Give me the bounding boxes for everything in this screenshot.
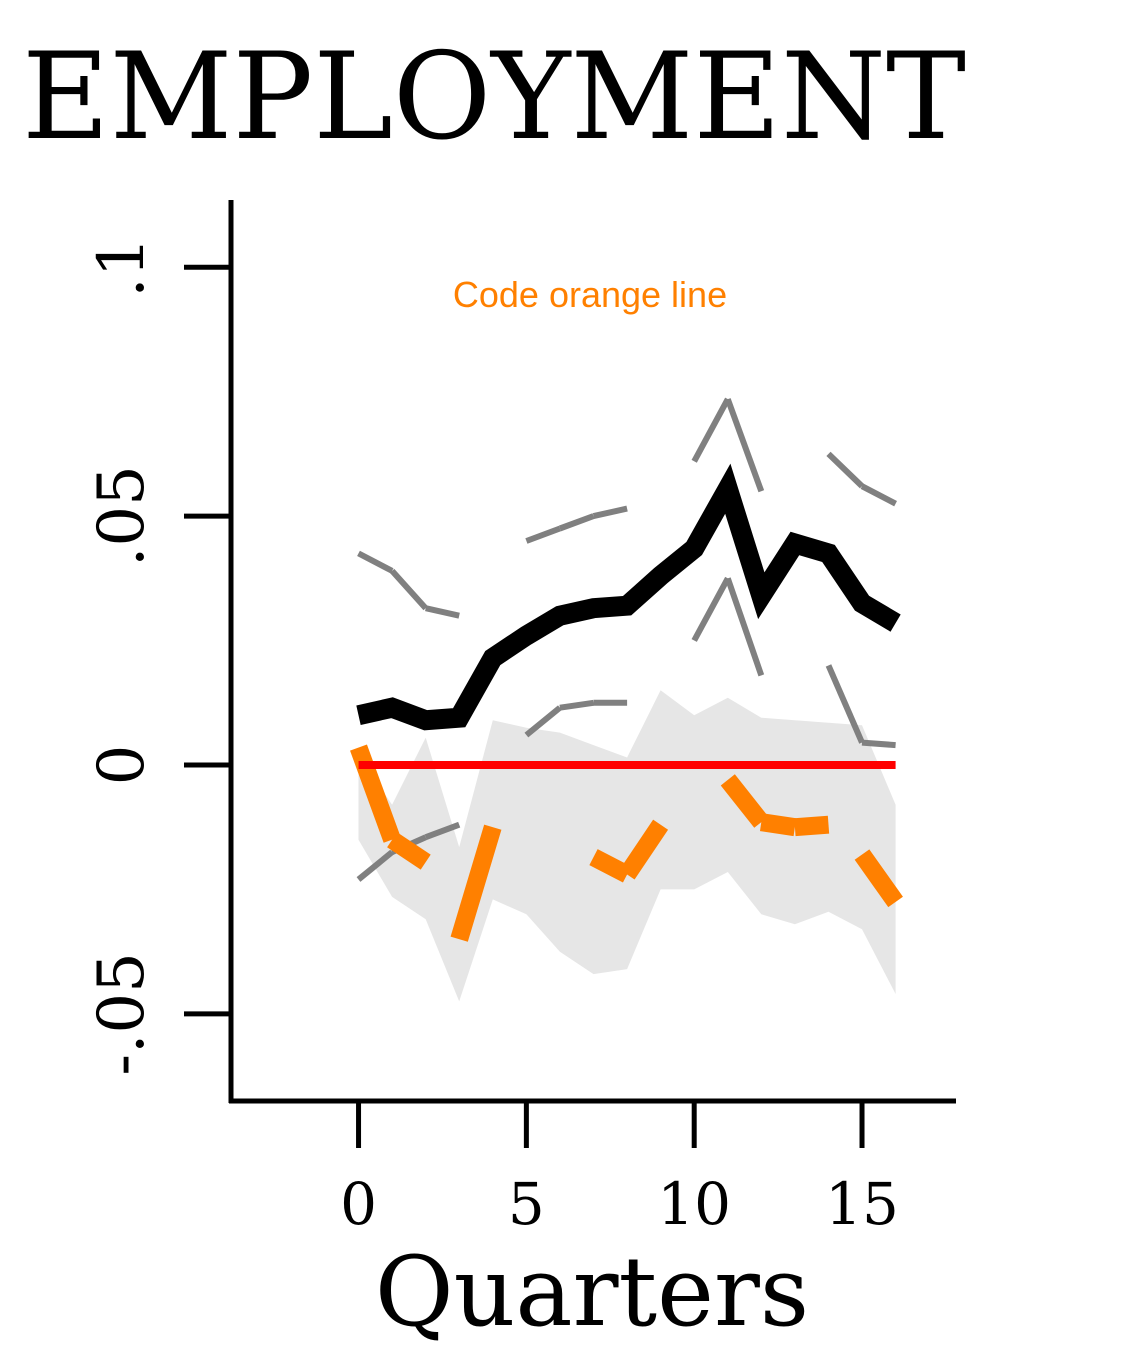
comparison-estimate-segment xyxy=(759,813,797,837)
lower-bound-segment xyxy=(691,576,731,642)
y-axis-ticks: -.05 0 .05 .1 xyxy=(85,237,231,1076)
lower-bound-segment xyxy=(424,821,461,841)
comparison-estimate-segment xyxy=(854,849,903,908)
lower-bound-segment xyxy=(524,705,562,738)
y-tick-label: .05 xyxy=(85,465,159,567)
upper-bound-segment xyxy=(425,605,460,619)
comparison-estimate-segment xyxy=(387,832,431,870)
upper-bound-segment xyxy=(826,451,865,489)
upper-bound-line xyxy=(357,397,897,619)
lower-bound-segment xyxy=(559,699,594,711)
lower-bound-segment xyxy=(356,849,394,882)
point-estimate-line xyxy=(356,463,901,731)
x-tick-label: 15 xyxy=(825,1170,899,1238)
x-tick-label: 5 xyxy=(508,1170,545,1238)
x-tick-label: 10 xyxy=(657,1170,731,1238)
comparison-estimate-segment xyxy=(720,774,769,828)
comparison-estimate-segment xyxy=(450,824,502,942)
comparison-estimate-segment xyxy=(589,849,632,883)
comparison-estimate-segment xyxy=(619,819,669,880)
y-tick-label: -.05 xyxy=(85,952,159,1075)
y-tick-label: 0 xyxy=(85,745,159,786)
lower-bound-segment xyxy=(861,739,896,749)
chart-title: EMPLOYMENT xyxy=(22,28,966,167)
plot-area xyxy=(350,397,903,1002)
lower-bound-segment xyxy=(825,664,865,744)
annotation-code-orange-line: Code orange line xyxy=(453,274,727,315)
upper-bound-segment xyxy=(525,525,561,544)
comparison-estimate-segment xyxy=(794,815,830,837)
x-axis-label: Quarters xyxy=(375,1236,809,1348)
upper-bound-segment xyxy=(860,483,897,507)
upper-bound-segment xyxy=(357,550,394,574)
y-tick-label: .1 xyxy=(85,237,159,298)
lower-bound-segment xyxy=(724,577,765,677)
x-axis-ticks: 0 5 10 15 xyxy=(340,1101,899,1238)
upper-bound-segment xyxy=(724,398,765,493)
upper-bound-segment xyxy=(558,513,595,532)
confidence-band xyxy=(358,690,896,1002)
upper-bound-segment xyxy=(691,397,731,463)
upper-bound-segment xyxy=(389,568,428,611)
upper-bound-segment xyxy=(592,505,628,520)
x-tick-label: 0 xyxy=(340,1170,377,1238)
